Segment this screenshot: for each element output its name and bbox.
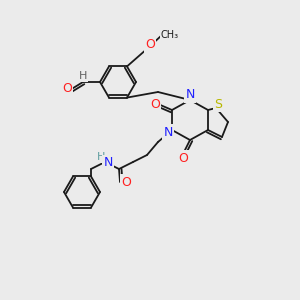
Text: O: O — [150, 98, 160, 110]
Text: O: O — [145, 38, 155, 52]
Text: H: H — [79, 71, 87, 81]
Text: N: N — [185, 88, 195, 101]
Text: N: N — [103, 157, 113, 169]
Text: S: S — [214, 98, 222, 110]
Text: O: O — [121, 176, 131, 188]
Text: O: O — [62, 82, 72, 94]
Text: N: N — [163, 125, 173, 139]
Text: CH₃: CH₃ — [161, 30, 179, 40]
Text: O: O — [178, 152, 188, 164]
Text: H: H — [97, 152, 105, 162]
